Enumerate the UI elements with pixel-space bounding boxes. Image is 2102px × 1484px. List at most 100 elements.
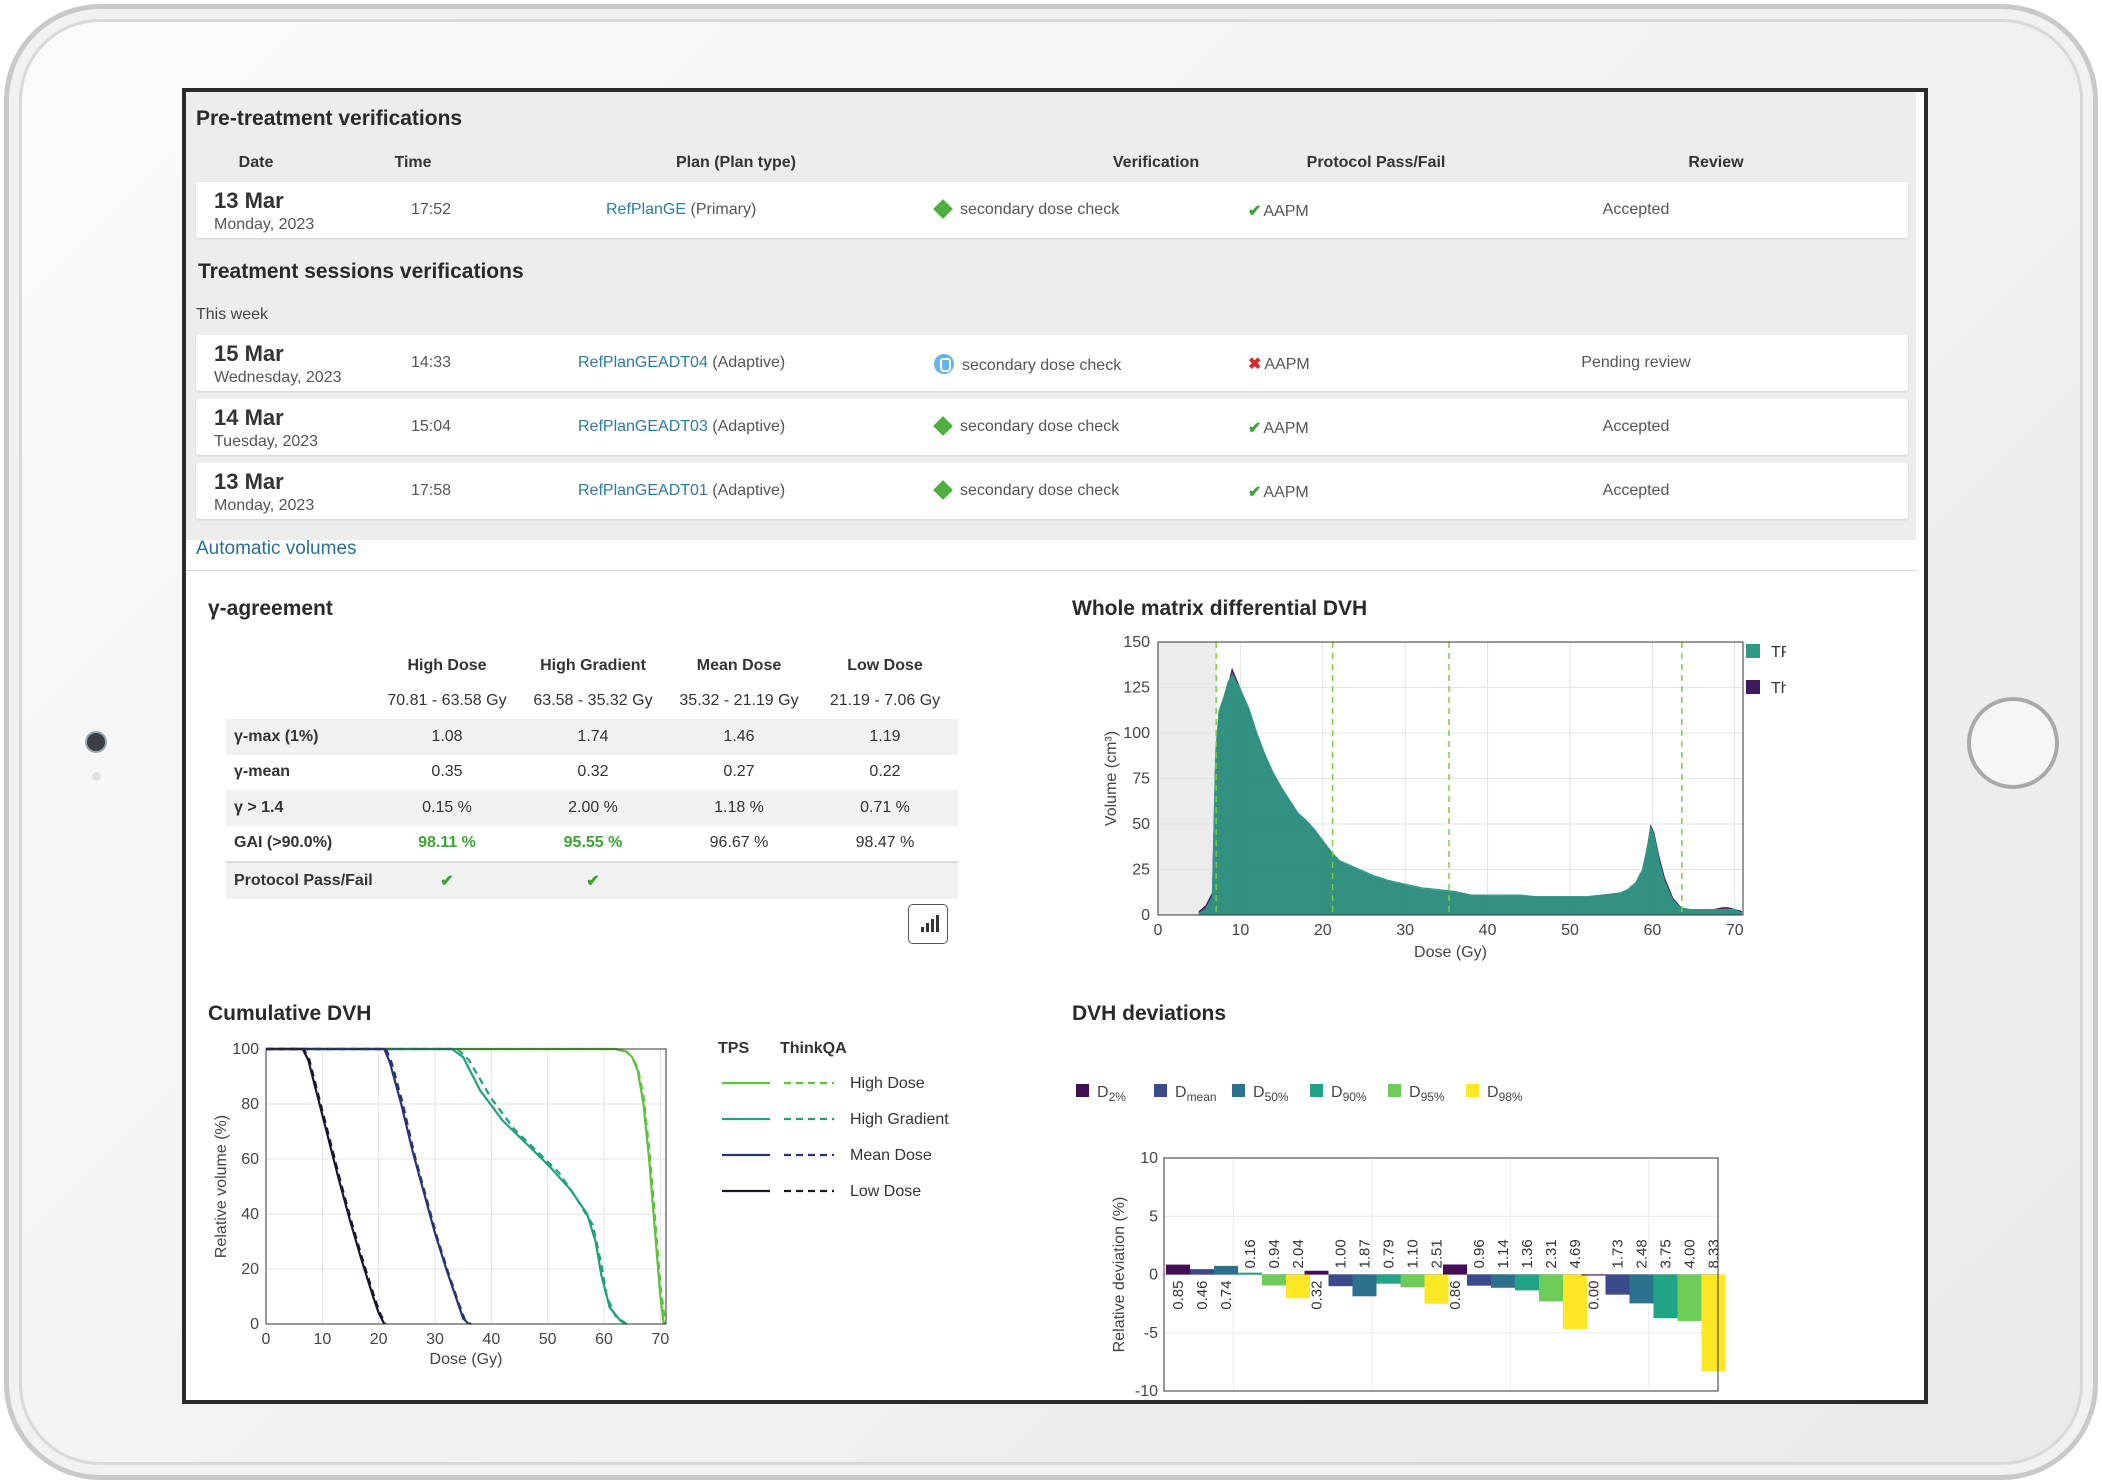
diff-dvh-title: Whole matrix differential DVH <box>1072 597 1368 620</box>
legend-label: Dmean <box>1175 1084 1217 1104</box>
bar-value-label: 2.04 <box>1290 1239 1307 1268</box>
y-tick-label: 100 <box>232 1041 259 1058</box>
y-tick-label: 60 <box>241 1151 259 1168</box>
automatic-volumes-link[interactable]: Automatic volumes <box>196 538 357 559</box>
bar-value-label: 0.94 <box>1266 1239 1283 1268</box>
gamma-cell: 0.27 <box>723 763 755 781</box>
x-tick-label: 40 <box>482 1331 500 1348</box>
row-review: Accepted <box>1602 418 1670 435</box>
gamma-cell: 2.00 % <box>520 790 666 826</box>
x-tick-label: 50 <box>539 1331 557 1348</box>
checkmark-icon: ✔ <box>1248 203 1262 220</box>
gamma-head-low-dose: Low Dose <box>847 656 923 674</box>
deviation-bar <box>1443 1264 1467 1275</box>
gamma-row-label: Protocol Pass/Fail <box>226 861 374 899</box>
row-time: 17:52 <box>411 201 452 218</box>
y-tick-label: 0 <box>250 1316 259 1333</box>
row-verification[interactable]: secondary dose check <box>933 416 1119 436</box>
green-diamond-icon <box>933 199 953 219</box>
legend-label: Low Dose <box>850 1183 921 1200</box>
series-area-tps <box>1198 673 1742 916</box>
row-plan: RefPlanGEADT03 (Adaptive) <box>578 418 785 436</box>
plan-type: (Adaptive) <box>712 354 786 371</box>
bar-value-label: 1.10 <box>1405 1239 1422 1268</box>
green-diamond-icon <box>933 480 953 500</box>
verifications-panel: Pre-treatment verifications Date Time Pl… <box>186 92 1916 540</box>
legend-header-tps: TPS <box>718 1040 749 1057</box>
deviation-bar <box>1214 1265 1238 1275</box>
bar-value-label: 4.69 <box>1567 1239 1584 1268</box>
gamma-cell: 1.08 <box>374 719 520 755</box>
deviation-bar <box>1539 1274 1563 1302</box>
bar-chart-icon[interactable] <box>908 904 948 944</box>
session-row[interactable]: 14 Mar Tuesday, 2023 15:04 RefPlanGEADT0… <box>196 399 1908 455</box>
x-tick-label: 20 <box>1314 922 1332 939</box>
home-button[interactable] <box>1967 697 2059 789</box>
y-tick-label: 20 <box>241 1261 259 1278</box>
gamma-range: 63.58 - 35.32 Gy <box>533 692 653 710</box>
gamma-range: 35.32 - 21.19 Gy <box>679 692 799 710</box>
diff-dvh-chart: 0 10 20 30 40 50 60 70 0 25 50 75 100 125 150 Dose (Gy)… <box>1103 634 1786 961</box>
session-row[interactable]: 13 Mar Monday, 2023 17:58 RefPlanGEADT01… <box>196 463 1908 519</box>
checkmark-icon: ✔ <box>374 861 520 899</box>
legend-swatch <box>1154 1084 1167 1097</box>
x-tick-label: 70 <box>651 1331 669 1348</box>
gamma-cell-pass: 98.11 % <box>418 834 476 852</box>
legend-header-thinkqa: ThinkQA <box>780 1040 847 1057</box>
y-tick-label: 10 <box>1140 1150 1158 1167</box>
bar-value-label: 1.87 <box>1357 1239 1374 1268</box>
gamma-cell-pass: 95.55 % <box>563 834 623 852</box>
bar-value-label: 1.14 <box>1495 1239 1512 1268</box>
deviation-bar <box>1629 1274 1654 1304</box>
gamma-row: Protocol Pass/Fail ✔ ✔ <box>226 861 958 899</box>
row-verification[interactable]: secondary dose check <box>934 354 1121 375</box>
legend-label: TPS <box>1771 644 1786 661</box>
row-day: Monday, 2023 <box>214 216 315 233</box>
row-time: 14:33 <box>411 354 452 371</box>
bar-value-label: 1.36 <box>1519 1239 1536 1268</box>
x-tick-label: 70 <box>1726 922 1744 939</box>
week-label: This week <box>196 306 269 323</box>
gamma-range: 70.81 - 63.58 Gy <box>387 692 507 710</box>
protocol-label: AAPM <box>1264 356 1310 373</box>
col-protocol: Protocol Pass/Fail <box>1306 154 1446 171</box>
col-time: Time <box>394 154 432 171</box>
legend-label: D2% <box>1097 1084 1126 1104</box>
session-row[interactable]: 15 Mar Wednesday, 2023 14:33 RefPlanGEAD… <box>196 335 1908 391</box>
pre-row[interactable]: 13 Mar Monday, 2023 17:52 RefPlanGE (Pri… <box>196 182 1908 238</box>
deviation-bar <box>1190 1269 1214 1275</box>
deviation-bar <box>1262 1274 1286 1286</box>
legend-label: D90% <box>1331 1084 1367 1104</box>
verification-label: secondary dose check <box>960 482 1120 499</box>
row-verification[interactable]: secondary dose check <box>933 199 1119 219</box>
gamma-row-label: γ-max (1%) <box>226 719 374 755</box>
checkmark-icon: ✔ <box>1248 420 1262 437</box>
y-axis-label: Relative deviation (%) <box>1111 1197 1128 1353</box>
plot-frame <box>265 1048 667 1325</box>
row-date: 14 Mar <box>214 405 284 430</box>
deviation-bar <box>1491 1274 1515 1288</box>
row-review: Accepted <box>1602 201 1670 218</box>
plan-link[interactable]: RefPlanGEADT01 <box>578 482 708 499</box>
legend-label: ThinkQA <box>1771 680 1786 697</box>
row-verification[interactable]: secondary dose check <box>933 480 1120 500</box>
x-tick-label: 40 <box>1479 922 1497 939</box>
gamma-row: γ-mean 0.35 0.32 0.27 0.22 <box>226 755 958 791</box>
deviation-bar <box>1166 1264 1190 1275</box>
y-tick-label: -5 <box>1144 1325 1158 1342</box>
gamma-row: γ-max (1%) 1.08 1.74 1.46 1.19 <box>226 719 958 755</box>
plan-type: (Primary) <box>690 201 757 218</box>
plan-link[interactable]: RefPlanGE <box>606 201 687 218</box>
deviation-bar <box>1352 1274 1377 1297</box>
bar-value-label: 0.32 <box>1309 1281 1326 1310</box>
deviation-bar <box>1653 1274 1678 1319</box>
gamma-row: γ > 1.4 0.15 % 2.00 % 1.18 % 0.71 % <box>226 790 958 826</box>
col-verification: Verification <box>1112 154 1200 171</box>
plan-link[interactable]: RefPlanGEADT04 <box>578 354 708 371</box>
plan-link[interactable]: RefPlanGEADT03 <box>578 418 708 435</box>
col-review: Review <box>1688 154 1744 171</box>
row-protocol: ✔ AAPM <box>1248 482 1309 502</box>
x-tick-label: 10 <box>1231 922 1249 939</box>
y-tick-label: 50 <box>1132 816 1150 833</box>
cum-dvh-title: Cumulative DVH <box>208 1002 372 1025</box>
